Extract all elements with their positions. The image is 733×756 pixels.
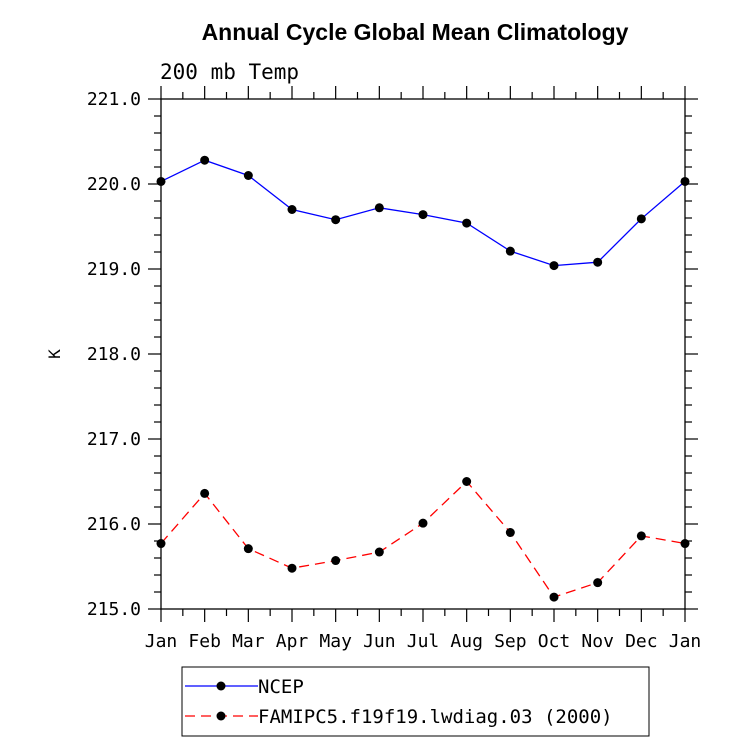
x-tick-label: Feb xyxy=(188,631,221,652)
data-point-0 xyxy=(680,176,690,186)
y-tick-label: 216.0 xyxy=(87,514,141,535)
x-tick-label: May xyxy=(319,631,352,652)
y-tick-label: 221.0 xyxy=(87,89,141,110)
y-tick-label: 220.0 xyxy=(87,174,141,195)
data-point-0 xyxy=(636,214,646,224)
x-tick-label: Sep xyxy=(494,631,527,652)
y-tick-label: 219.0 xyxy=(87,259,141,280)
data-point-1 xyxy=(680,539,690,549)
axis-ticks xyxy=(148,86,698,622)
y-axis-label: K xyxy=(45,349,64,359)
data-point-0 xyxy=(593,257,603,267)
data-point-1 xyxy=(374,547,384,557)
data-point-1 xyxy=(156,539,166,549)
x-tick-label: Jun xyxy=(363,631,396,652)
legend-marker-1 xyxy=(216,711,226,721)
series-layer xyxy=(156,155,690,602)
data-point-1 xyxy=(200,488,210,498)
x-tick-labels: Jan Feb Mar Apr May Jun Jul Aug Sep Oct Nov Dec Jan xyxy=(145,631,702,652)
legend-label-1: FAMIPC5.f19f19.lwdiag.03 (2000) xyxy=(258,706,613,728)
data-point-0 xyxy=(374,203,384,213)
y-tick-label: 215.0 xyxy=(87,599,141,620)
x-tick-label: Jul xyxy=(407,631,440,652)
x-tick-label: Nov xyxy=(581,631,614,652)
data-point-0 xyxy=(200,155,210,165)
data-point-0 xyxy=(418,210,428,220)
x-tick-label: Jan xyxy=(145,631,178,652)
y-tick-label: 218.0 xyxy=(87,344,141,365)
data-point-0 xyxy=(505,246,515,256)
data-point-1 xyxy=(505,528,515,537)
legend: NCEP FAMIPC5.f19f19.lwdiag.03 (2000) xyxy=(185,676,613,728)
data-point-0 xyxy=(462,218,472,228)
data-point-1 xyxy=(549,592,559,602)
series-line-1 xyxy=(160,480,686,598)
plot-frame xyxy=(160,98,686,610)
x-tick-label: Oct xyxy=(538,631,571,652)
legend-label-0: NCEP xyxy=(258,676,304,698)
x-tick-label: Mar xyxy=(232,631,265,652)
legend-marker-0 xyxy=(216,681,226,691)
data-point-1 xyxy=(243,544,253,554)
legend-box xyxy=(181,666,650,737)
y-tick-label: 217.0 xyxy=(87,429,141,450)
data-point-1 xyxy=(593,578,603,588)
data-point-0 xyxy=(331,215,341,225)
x-tick-label: Jan xyxy=(669,631,702,652)
y-tick-labels: 215.0 216.0 217.0 218.0 219.0 220.0 221.0 xyxy=(87,89,141,620)
data-point-0 xyxy=(243,171,253,180)
data-point-1 xyxy=(636,531,646,541)
data-point-1 xyxy=(287,563,297,573)
x-tick-label: Aug xyxy=(450,631,483,652)
data-point-0 xyxy=(549,261,559,271)
data-point-0 xyxy=(287,205,297,214)
x-tick-label: Dec xyxy=(625,631,658,652)
chart-title: Annual Cycle Global Mean Climatology xyxy=(202,19,629,45)
data-point-1 xyxy=(331,556,341,566)
x-tick-label: Apr xyxy=(276,631,309,652)
data-point-0 xyxy=(156,176,166,186)
data-point-1 xyxy=(462,477,472,486)
chart-subtitle: 200 mb Temp xyxy=(160,60,299,84)
data-point-1 xyxy=(418,518,428,528)
